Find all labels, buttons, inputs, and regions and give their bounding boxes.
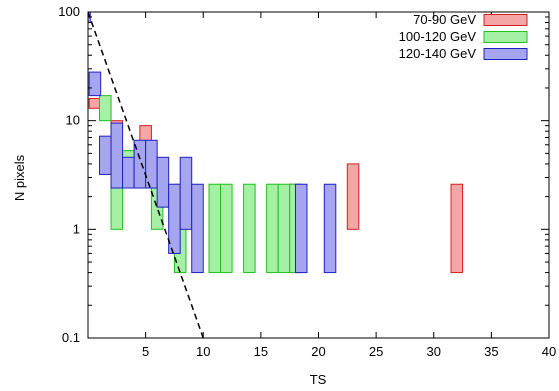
legend-swatch-3 bbox=[483, 48, 528, 60]
legend-label-1: 70-90 GeV bbox=[413, 12, 476, 27]
x-tick-label: 20 bbox=[311, 344, 325, 359]
y-tick-label: 100 bbox=[58, 4, 80, 19]
x-axis-label: TS bbox=[310, 372, 327, 387]
bar-3-4 bbox=[110, 122, 124, 189]
bar-2-6 bbox=[208, 183, 222, 274]
bar-2-2 bbox=[110, 183, 124, 230]
bar-3-11 bbox=[191, 183, 204, 274]
bar-1-1 bbox=[88, 97, 101, 109]
x-tick-label: 25 bbox=[369, 344, 383, 359]
bar-1-5 bbox=[346, 163, 360, 230]
bar-1-6 bbox=[450, 183, 464, 274]
bar-2-7 bbox=[220, 183, 233, 274]
bar-3-8 bbox=[156, 156, 170, 208]
bar-2-10 bbox=[277, 183, 291, 274]
legend-swatch-2 bbox=[483, 31, 528, 43]
legend-label-3: 120-140 GeV bbox=[399, 46, 477, 61]
bar-2-8 bbox=[243, 183, 256, 274]
bar-2-1 bbox=[99, 95, 112, 122]
axes: 5 10 15 20 25 30 35 40 0.1 1 10 100 bbox=[58, 4, 556, 359]
reference-line bbox=[88, 12, 204, 338]
x-tick-label: 15 bbox=[254, 344, 268, 359]
legend-swatch-1 bbox=[483, 14, 528, 26]
x-tick-label: 5 bbox=[142, 344, 149, 359]
legend-label-2: 100-120 GeV bbox=[399, 29, 477, 44]
x-tick-label: 10 bbox=[196, 344, 210, 359]
x-tick-label: 35 bbox=[484, 344, 498, 359]
bar-3-13 bbox=[323, 183, 337, 274]
y-axis-label: N pixels bbox=[12, 154, 27, 201]
bar-3-3 bbox=[99, 135, 112, 175]
y-tick-label: 10 bbox=[66, 113, 80, 128]
plot-area bbox=[88, 12, 464, 338]
bar-2-9 bbox=[266, 183, 279, 274]
bar-3-10 bbox=[179, 156, 193, 230]
y-tick-label: 0.1 bbox=[62, 330, 80, 345]
bar-3-12 bbox=[294, 183, 308, 274]
legend: 70-90 GeV 100-120 GeV 120-140 GeV bbox=[399, 12, 528, 61]
x-tick-label: 40 bbox=[542, 344, 556, 359]
bar-3-5 bbox=[122, 156, 135, 189]
y-tick-label: 1 bbox=[73, 221, 80, 236]
bar-3-2 bbox=[88, 71, 102, 97]
bar-3-7 bbox=[145, 139, 158, 189]
x-tick-label: 30 bbox=[427, 344, 441, 359]
